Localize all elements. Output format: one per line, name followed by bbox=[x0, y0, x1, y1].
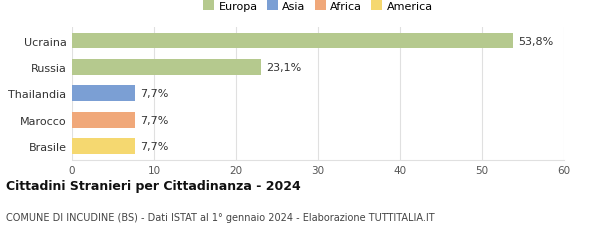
Text: 23,1%: 23,1% bbox=[266, 63, 302, 73]
Bar bbox=[72, 112, 135, 128]
Bar bbox=[72, 60, 262, 76]
Text: 7,7%: 7,7% bbox=[140, 142, 169, 151]
Text: 53,8%: 53,8% bbox=[518, 36, 553, 46]
Bar bbox=[72, 139, 135, 154]
Legend: Europa, Asia, Africa, America: Europa, Asia, Africa, America bbox=[199, 0, 437, 17]
Text: Cittadini Stranieri per Cittadinanza - 2024: Cittadini Stranieri per Cittadinanza - 2… bbox=[6, 179, 301, 192]
Text: 7,7%: 7,7% bbox=[140, 89, 169, 99]
Text: COMUNE DI INCUDINE (BS) - Dati ISTAT al 1° gennaio 2024 - Elaborazione TUTTITALI: COMUNE DI INCUDINE (BS) - Dati ISTAT al … bbox=[6, 212, 434, 222]
Bar bbox=[72, 86, 135, 102]
Bar bbox=[72, 33, 513, 49]
Text: 7,7%: 7,7% bbox=[140, 115, 169, 125]
